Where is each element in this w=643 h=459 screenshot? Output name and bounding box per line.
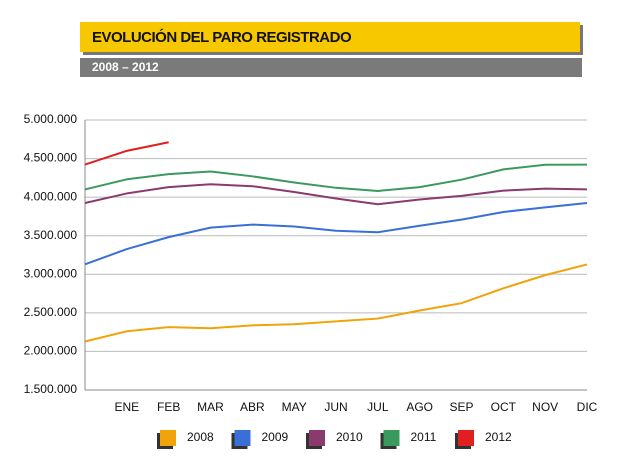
series-line <box>84 141 169 166</box>
y-tick-label: 2.500.000 <box>24 305 78 319</box>
x-tick-label: SEP <box>449 400 473 414</box>
x-tick-label: FEB <box>157 400 180 414</box>
series-line <box>84 163 588 192</box>
y-tick-label: 3.000.000 <box>24 266 78 280</box>
legend-label: 2012 <box>485 430 512 444</box>
y-tick-label: 4.500.000 <box>24 151 78 165</box>
legend-swatch <box>234 430 251 446</box>
chart-title: EVOLUCIÓN DEL PARO REGISTRADO <box>92 28 352 46</box>
x-tick-label: JUL <box>367 400 389 414</box>
y-tick-label: 5.000.000 <box>24 112 78 126</box>
legend-label: 2008 <box>187 430 214 444</box>
legend-swatch <box>383 430 400 446</box>
series-line <box>84 183 588 206</box>
y-tick-label: 4.000.000 <box>24 189 78 203</box>
x-tick-label: MAR <box>197 400 224 414</box>
title-bar <box>80 22 580 52</box>
x-tick-label: MAY <box>282 400 307 414</box>
series-line <box>84 263 588 343</box>
x-tick-label: NOV <box>532 400 558 414</box>
x-tick-label: ENE <box>114 400 139 414</box>
legend-label: 2010 <box>336 430 363 444</box>
subtitle-bar <box>80 58 582 77</box>
legend-swatch <box>458 430 474 446</box>
y-tick-label: 1.500.000 <box>24 382 78 396</box>
x-tick-label: DIC <box>577 400 598 414</box>
x-tick-label: ABR <box>240 400 265 414</box>
y-tick-label: 2.000.000 <box>24 344 78 358</box>
legend-label: 2009 <box>262 430 289 444</box>
legend-label: 2011 <box>411 430 437 444</box>
y-tick-label: 3.500.000 <box>24 228 78 242</box>
series-line <box>84 202 588 266</box>
chart-subtitle: 2008 – 2012 <box>92 60 159 74</box>
x-tick-label: JUN <box>324 400 347 414</box>
legend-swatch <box>160 430 176 446</box>
x-tick-label: OCT <box>491 400 517 414</box>
x-tick-label: AGO <box>406 400 433 414</box>
legend-swatch <box>309 430 325 446</box>
